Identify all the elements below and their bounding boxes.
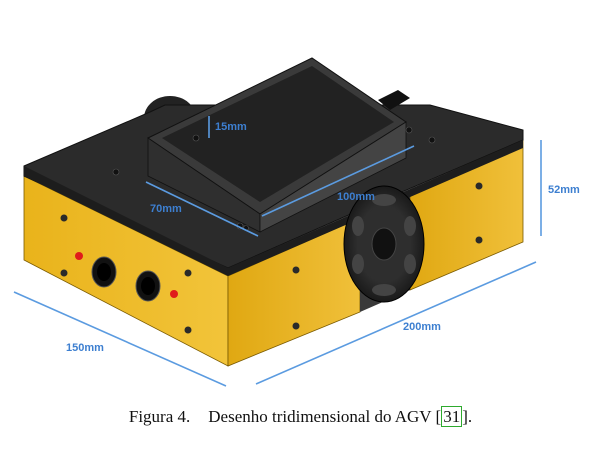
front-connectors [91, 256, 161, 302]
caption-text: Desenho tridimensional do AGV [208, 407, 436, 426]
citation-link[interactable]: 31 [441, 406, 463, 427]
caption-label: Figura 4. [128, 407, 191, 426]
figure-caption: Figura 4. Desenho tridimensional do AGV [… [0, 406, 601, 427]
side-screws [60, 182, 483, 334]
dim-label-15mm: 15mm [215, 121, 247, 133]
tray-inner [162, 66, 394, 202]
cite-open: [ [435, 407, 442, 426]
top-screws [112, 126, 436, 231]
dim-label-200mm: 200mm [403, 321, 441, 333]
dim-label-100mm: 100mm [337, 191, 375, 203]
top-component [378, 90, 410, 110]
agv-3d-drawing: 15mm 70mm 100mm 52mm 200mm 150mm [13, 57, 580, 387]
dim-label-70mm: 70mm [150, 203, 182, 215]
omni-wheel [343, 185, 425, 303]
agv-body [23, 57, 524, 367]
dim-label-52mm: 52mm [548, 184, 580, 196]
cite-close: ]. [462, 407, 473, 426]
dim-label-150mm: 150mm [66, 342, 104, 354]
dimension-lines [13, 116, 542, 387]
status-leds [75, 252, 178, 298]
